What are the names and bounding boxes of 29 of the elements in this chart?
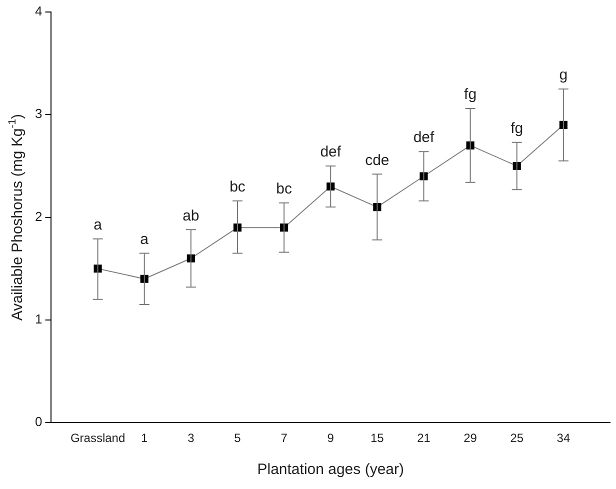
x-tick-label: 1 — [141, 431, 148, 446]
annotation: ab — [182, 207, 200, 224]
x-tick-label: 9 — [327, 431, 334, 446]
x-tick-label: 21 — [417, 431, 431, 446]
x-axis-title: Plantation ages (year) — [257, 461, 404, 478]
annotation: a — [94, 216, 103, 234]
y-tick-label: 2 — [34, 208, 42, 224]
x-tick-label: 5 — [234, 431, 242, 446]
x-tick-label: 3 — [188, 431, 195, 446]
y-tick-label: 0 — [34, 414, 42, 430]
annotation: def — [320, 144, 342, 161]
x-tick-label: 29 — [464, 431, 478, 446]
annotation: fg — [464, 86, 477, 104]
annotation: def — [413, 129, 435, 146]
y-axis-title: Availiable Phoshorus (mg Kg-1) — [6, 114, 26, 321]
x-tick-label: 15 — [370, 431, 384, 446]
annotation: cde — [365, 152, 390, 169]
x-tick-label: Grassland — [70, 431, 126, 446]
x-tick-label: 7 — [280, 431, 288, 446]
annotation: fg — [510, 120, 524, 138]
x-tick-label: 34 — [556, 431, 570, 446]
annotation: a — [140, 230, 150, 248]
x-tick-label: 25 — [510, 431, 524, 446]
annotation: bc — [230, 178, 246, 196]
annotation: bc — [276, 180, 292, 198]
y-tick-label: 1 — [34, 312, 42, 327]
y-tick-label: 4 — [34, 4, 42, 19]
annotation: g — [559, 66, 568, 84]
y-tick-label: 3 — [34, 106, 42, 122]
